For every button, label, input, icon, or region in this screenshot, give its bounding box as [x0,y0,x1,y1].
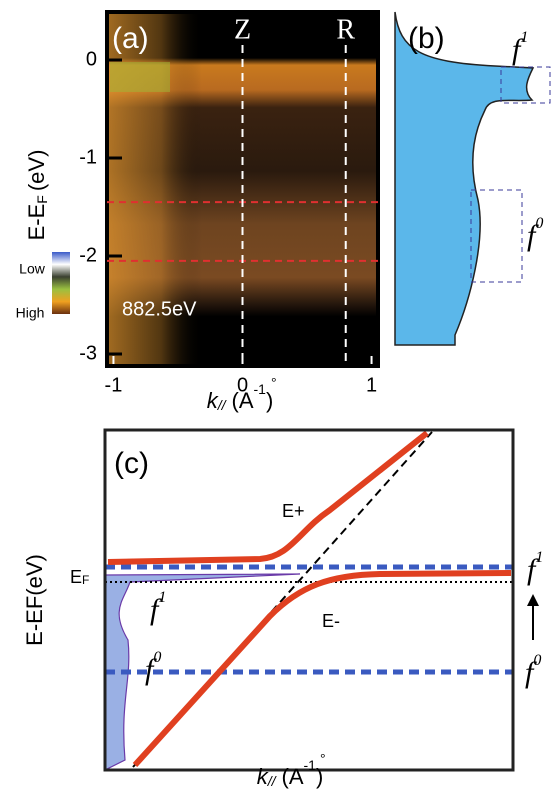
y-axis-label: E-EF (eV) [24,150,50,241]
x-label-exp: -1 [254,381,267,397]
level-sup: 1 [535,549,543,566]
x-tick-label: -1 [105,374,123,396]
panel-frame [105,10,380,368]
y-tick-label: -3 [79,342,97,364]
peak-sup: 0 [535,215,543,232]
y-tick-label: -1 [79,146,97,168]
x-label-exp: -1 [304,757,317,773]
bare-band [132,431,433,768]
y-label-unit: (eV) [24,150,49,192]
y-tick-label: -2 [79,244,97,266]
x-axis-label: k//(A-1) [257,757,324,789]
x-label-sub: // [267,773,278,789]
panel-label: (b) [408,22,445,55]
marker-label: R [336,14,355,45]
level-label: f0 [145,649,161,686]
ef-main: E [70,567,82,587]
ef-sub: F [82,573,89,587]
x-label-close: ) [266,388,273,413]
panel-label: (a) [112,22,149,55]
peak-box [500,66,551,104]
x-label-sub: // [217,397,228,413]
level-label: f1 [527,549,543,586]
marker-label: Z [234,14,251,45]
y-label-sub: F [34,195,50,204]
x-label-ring: ° [271,375,277,391]
band-label: E- [322,611,340,631]
x-label-unit: (A [282,764,304,789]
peak-label: f1 [512,29,528,66]
y-label-main: E-E [24,204,49,241]
band-label: E+ [282,501,305,521]
x-label-ring: ° [320,751,326,767]
level-sup: 0 [153,649,161,666]
level-sup: 0 [533,652,541,669]
colorbar-high: High [16,305,45,321]
y-tick-label: 0 [86,48,97,70]
x-label-unit: (A [232,388,254,413]
upper-band [107,430,429,565]
x-label-main: k [257,764,269,789]
y-axis-label: E-EF(eV) [22,554,47,646]
arrow-head [527,594,539,606]
x-label-close: ) [316,764,323,789]
x-label-main: k [207,388,219,413]
spectrum-area [394,11,535,346]
panel-frame [103,428,515,772]
spectral-hotspot [110,62,170,92]
fermi-label: EF [70,567,89,587]
annotation: 882.5eV [122,298,197,320]
x-tick-label: 1 [366,374,377,396]
colorbar-low: Low [19,261,46,277]
lower-band [132,570,512,768]
level-sup: 1 [158,589,166,606]
level-label: f1 [150,589,166,626]
panel-label: (c) [114,447,149,480]
level-label: f0 [525,652,541,689]
peak-sup: 1 [520,29,528,46]
x-tick-label: 0 [237,374,248,396]
x-axis-label: k//(A-1) [207,381,274,413]
peak-label: f0 [527,215,543,252]
dos-curve [104,573,301,771]
colorbar [52,252,70,314]
